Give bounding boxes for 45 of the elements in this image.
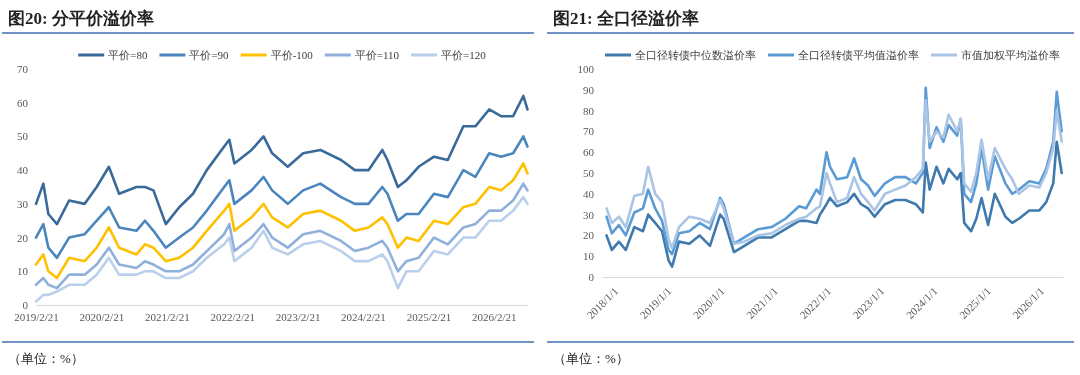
- x-tick-label: 2023/2/21: [275, 310, 321, 323]
- text: （单位：%）: [553, 351, 629, 366]
- legend-label: 全口径转债中位数溢价率: [635, 49, 756, 61]
- legend-label: 平价=90: [189, 49, 230, 61]
- y-tick-label: 80: [583, 104, 595, 117]
- x-tick-label: 2024/2/21: [341, 310, 386, 323]
- chart-title: 图20: 分平价溢价率: [8, 9, 154, 28]
- legend-label: 市值加权平均溢价率: [961, 49, 1060, 61]
- x-tick-label: 2020/2/21: [79, 310, 125, 323]
- y-tick-label: 70: [17, 63, 29, 76]
- y-tick-label: 0: [588, 271, 595, 284]
- line-series: [34, 135, 529, 260]
- line-series: [34, 182, 529, 290]
- legend-label: 平价=120: [441, 49, 487, 61]
- line-series: [605, 140, 1063, 268]
- legend-label: 平价-100: [270, 49, 314, 61]
- line-series: [34, 195, 529, 303]
- text: （单位：%）: [8, 351, 84, 366]
- y-tick-label: 10: [583, 250, 595, 263]
- line-series: [34, 162, 529, 280]
- legend-label: 平价=110: [354, 49, 400, 61]
- y-tick-label: 50: [17, 130, 29, 143]
- y-tick-label: 60: [17, 96, 29, 109]
- x-tick-label: 2022/2/21: [210, 310, 256, 323]
- x-tick-label: 2021/2/21: [145, 310, 190, 323]
- y-tick-label: 40: [17, 164, 29, 177]
- y-tick-label: 60: [583, 146, 595, 159]
- y-tick-label: 10: [17, 265, 29, 278]
- y-tick-label: 50: [583, 167, 595, 180]
- y-tick-label: 70: [583, 125, 595, 138]
- chart-title: 图21: 全口径溢价率: [553, 9, 699, 28]
- y-tick-label: 100: [577, 63, 595, 76]
- y-tick-label: 20: [583, 229, 595, 242]
- legend-label: 平价=80: [108, 49, 148, 61]
- y-tick-label: 30: [583, 208, 595, 221]
- legend-label: 全口径转债平均值溢价率: [798, 49, 919, 61]
- x-tick-label: 2026/2/21: [471, 310, 517, 323]
- y-tick-label: 90: [583, 83, 595, 96]
- y-tick-label: 40: [583, 187, 595, 200]
- line-series: [34, 94, 529, 226]
- y-tick-label: 20: [17, 231, 29, 244]
- x-tick-label: 2025/2/21: [406, 310, 452, 323]
- x-tick-label: 2019/2/21: [14, 310, 59, 323]
- y-tick-label: 30: [17, 197, 29, 210]
- y-tick-label: 0: [22, 299, 29, 312]
